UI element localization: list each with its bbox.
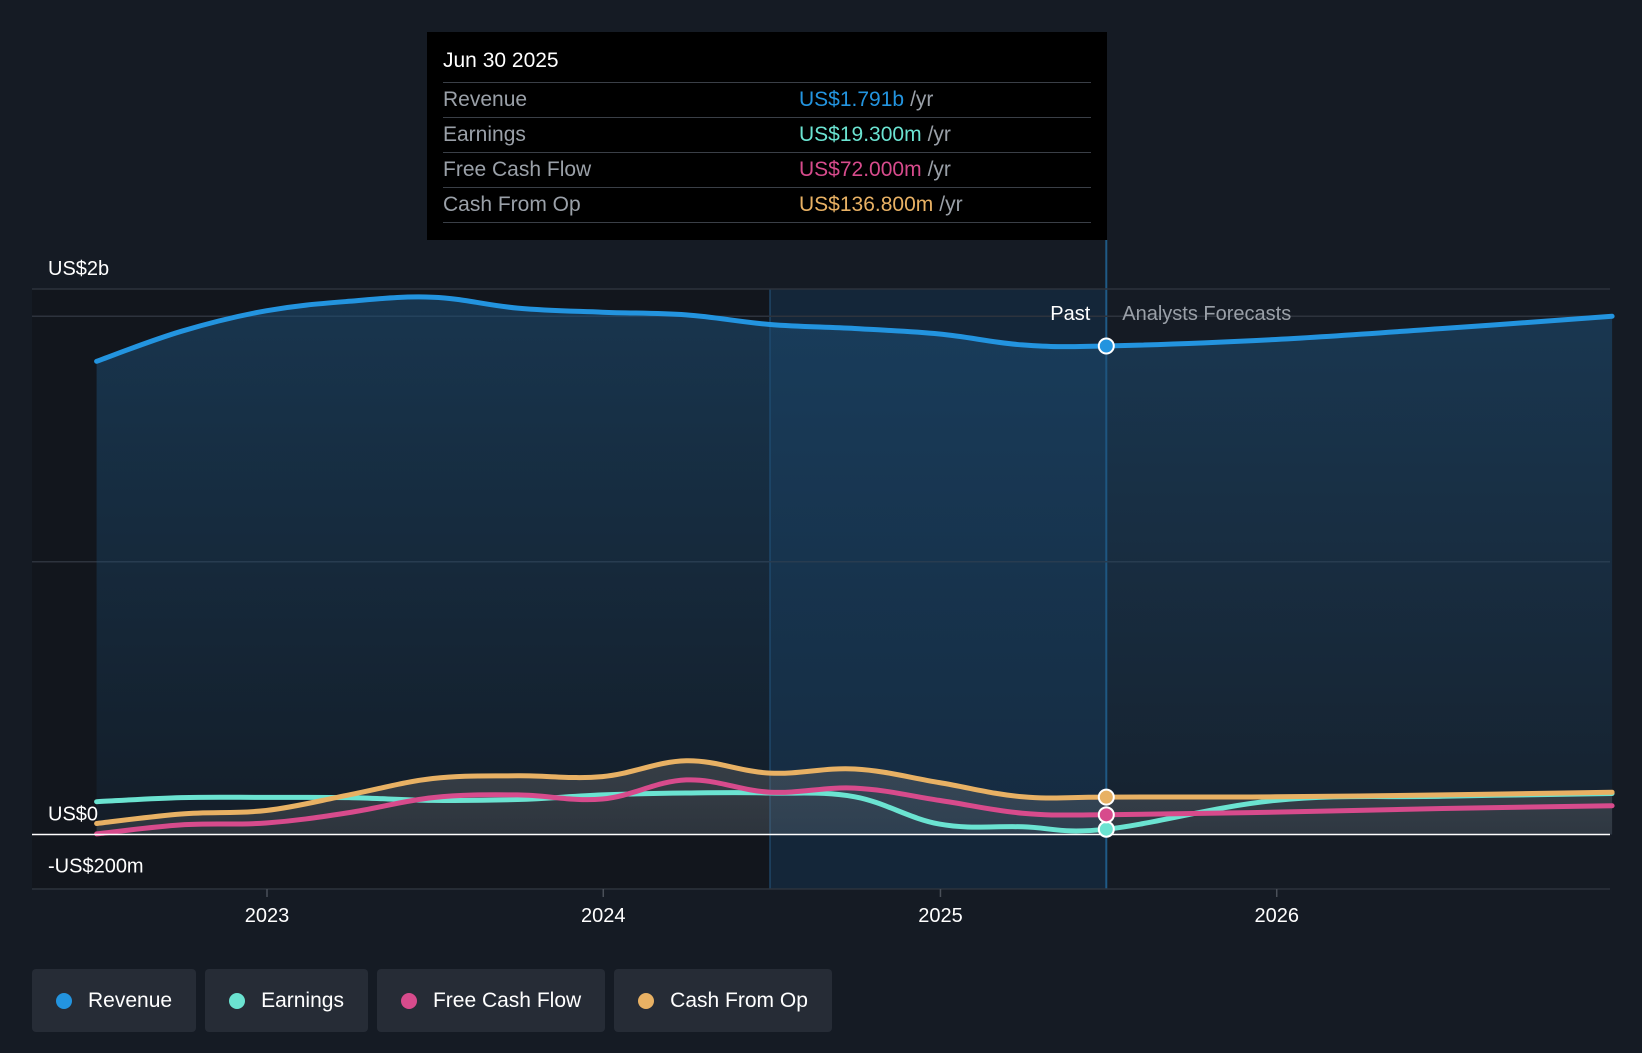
tooltip-label: Free Cash Flow xyxy=(443,158,592,181)
x-tick-label: 2026 xyxy=(1254,905,1299,927)
hover-markers xyxy=(1097,337,1115,838)
forecast-label: Analysts Forecasts xyxy=(1122,303,1291,325)
tooltip-date: Jun 30 2025 xyxy=(443,46,1091,83)
y-tick-label: US$2b xyxy=(48,258,109,280)
cash-from-op-line xyxy=(94,758,1615,826)
legend-item-free-cash-flow[interactable]: Free Cash Flow xyxy=(376,969,606,1032)
cash-from-op-dot-icon xyxy=(638,992,655,1009)
revenue-marker xyxy=(1097,337,1115,355)
tooltip-value: US$1.791b xyxy=(799,88,905,111)
legend: Revenue Earnings Free Cash Flow Cash Fro… xyxy=(32,969,832,1032)
tooltip-row-revenue: Revenue US$1.791b /yr xyxy=(443,83,1091,118)
series-areas xyxy=(96,296,1613,835)
x-tick-label: 2025 xyxy=(918,905,963,927)
legend-item-earnings[interactable]: Earnings xyxy=(205,969,368,1032)
free-cash-flow-marker xyxy=(1097,806,1115,824)
legend-label: Cash From Op xyxy=(670,988,808,1012)
series-lines xyxy=(94,294,1615,837)
axes: US$2b US$0 -US$200m 2023 2024 2025 2026 Past Ana… xyxy=(32,258,1610,927)
y-tick-label: US$0 xyxy=(48,803,98,825)
tooltip-unit: /yr xyxy=(910,88,934,111)
y-tick-label: -US$200m xyxy=(48,856,144,878)
revenue-area xyxy=(96,296,1613,835)
revenue-dot-icon xyxy=(56,992,72,1009)
tooltip: Jun 30 2025 Revenue US$1.791b /yr Earnin… xyxy=(427,32,1107,240)
past-label: Past xyxy=(1050,303,1090,325)
tooltip-row-cash-from-op: Cash From Op US$136.800m /yr xyxy=(443,188,1091,223)
legend-label: Free Cash Flow xyxy=(432,988,582,1012)
free-cash-flow-dot-icon xyxy=(400,992,417,1009)
earnings-dot-icon xyxy=(229,992,246,1009)
x-tick-label: 2023 xyxy=(245,905,290,927)
free-cash-flow-line xyxy=(94,777,1615,837)
tooltip-label: Cash From Op xyxy=(443,193,581,216)
revenue-line xyxy=(94,294,1615,364)
tooltip-unit: /yr xyxy=(927,158,951,181)
legend-label: Earnings xyxy=(261,988,344,1012)
cash-from-op-marker xyxy=(1097,788,1115,806)
tooltip-unit: /yr xyxy=(927,123,951,146)
legend-item-cash-from-op[interactable]: Cash From Op xyxy=(614,969,832,1032)
tooltip-row-free-cash-flow: Free Cash Flow US$72.000m /yr xyxy=(443,153,1091,188)
tooltip-value: US$72.000m xyxy=(799,158,922,181)
earnings-marker xyxy=(1097,820,1115,838)
tooltip-label: Earnings xyxy=(443,123,526,146)
tooltip-row-earnings: Earnings US$19.300m /yr xyxy=(443,118,1091,153)
tooltip-label: Revenue xyxy=(443,88,528,111)
tooltip-value: US$136.800m xyxy=(799,193,934,216)
legend-item-revenue[interactable]: Revenue xyxy=(32,969,197,1032)
tooltip-unit: /yr xyxy=(939,193,963,216)
x-tick-label: 2024 xyxy=(581,905,626,927)
tooltip-value: US$19.300m xyxy=(799,123,922,146)
legend-label: Revenue xyxy=(88,988,173,1012)
